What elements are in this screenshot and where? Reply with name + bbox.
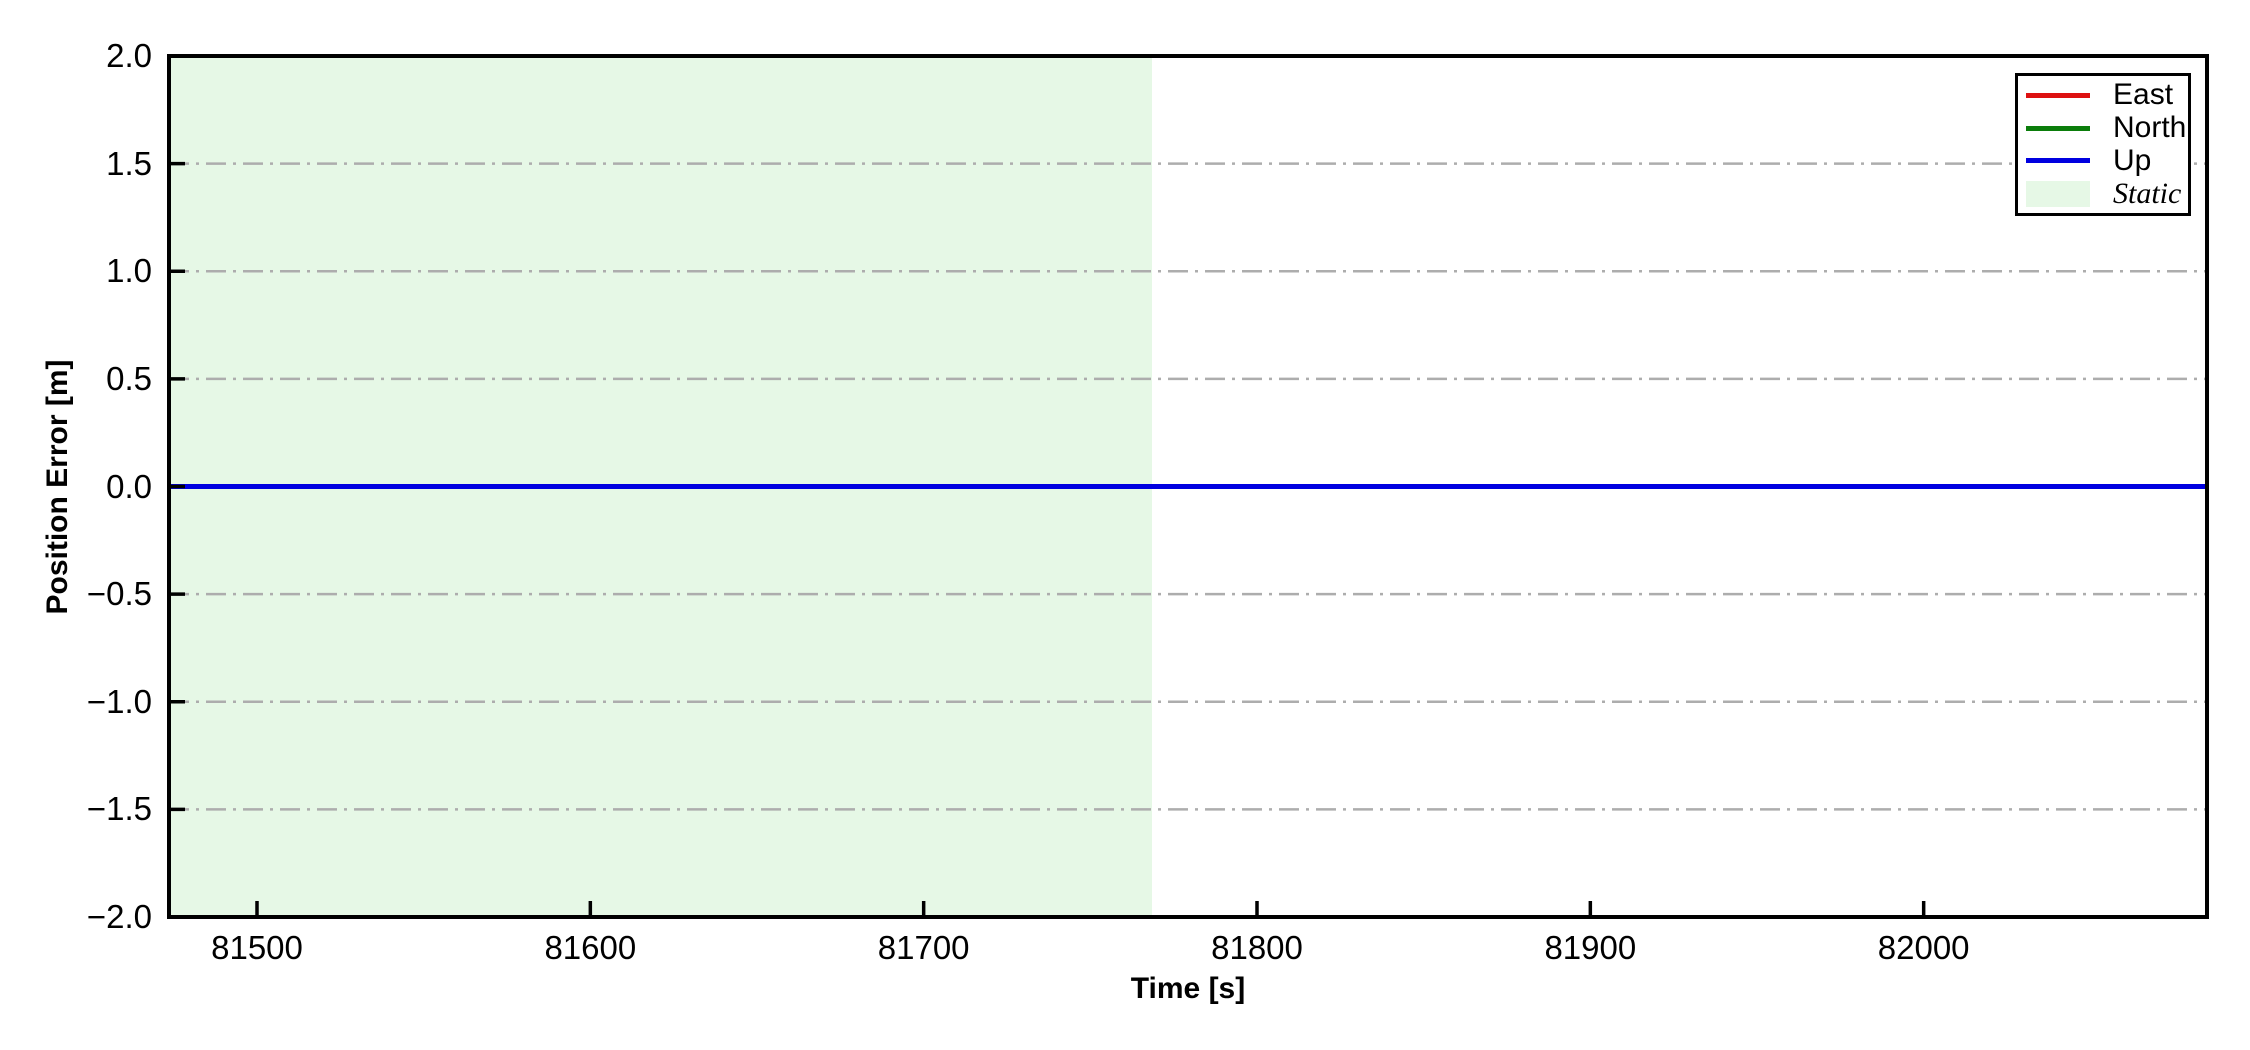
y-tick-label: 2.0 bbox=[106, 37, 152, 74]
legend: East North Up Static bbox=[2015, 73, 2191, 216]
legend-line-swatch-east bbox=[2026, 92, 2090, 98]
y-tick-label: 0.0 bbox=[106, 467, 152, 505]
y-tick-label: −0.5 bbox=[86, 575, 152, 613]
x-tick-label: 81600 bbox=[544, 929, 637, 966]
legend-item-north: North bbox=[2018, 112, 2188, 144]
legend-item-east: East bbox=[2018, 79, 2188, 111]
legend-item-static: Static bbox=[2018, 178, 2188, 210]
y-tick-label: −1.5 bbox=[86, 790, 152, 828]
legend-swatch-cell bbox=[2026, 158, 2090, 164]
legend-item-up: Up bbox=[2018, 145, 2188, 177]
y-tick-label: −2.0 bbox=[86, 898, 152, 935]
legend-swatch-cell bbox=[2026, 92, 2090, 98]
y-tick-label: 1.5 bbox=[106, 144, 152, 182]
legend-label-north: North bbox=[2113, 111, 2187, 145]
x-tick-label: 81900 bbox=[1544, 929, 1637, 966]
legend-label-east: East bbox=[2113, 78, 2174, 112]
x-tick-label: 81700 bbox=[877, 929, 970, 966]
y-tick-label: 0.5 bbox=[106, 359, 152, 397]
y-tick-label: 1.0 bbox=[106, 252, 152, 290]
legend-label-up: Up bbox=[2113, 143, 2152, 177]
legend-label-static: Static bbox=[2113, 176, 2182, 210]
x-tick-label: 81800 bbox=[1211, 929, 1303, 966]
x-tick-label: 82000 bbox=[1877, 929, 1970, 966]
y-tick-label: −1.0 bbox=[86, 682, 152, 720]
plot-border bbox=[167, 54, 2209, 919]
legend-swatch-cell bbox=[2026, 180, 2090, 207]
legend-swatch-cell bbox=[2026, 125, 2090, 131]
x-axis-label: Time [s] bbox=[1130, 972, 1246, 1005]
legend-line-swatch-north bbox=[2026, 125, 2090, 131]
x-tick-label: 81500 bbox=[211, 929, 303, 966]
legend-line-swatch-up bbox=[2026, 158, 2090, 164]
legend-patch-swatch-static bbox=[2026, 180, 2090, 207]
